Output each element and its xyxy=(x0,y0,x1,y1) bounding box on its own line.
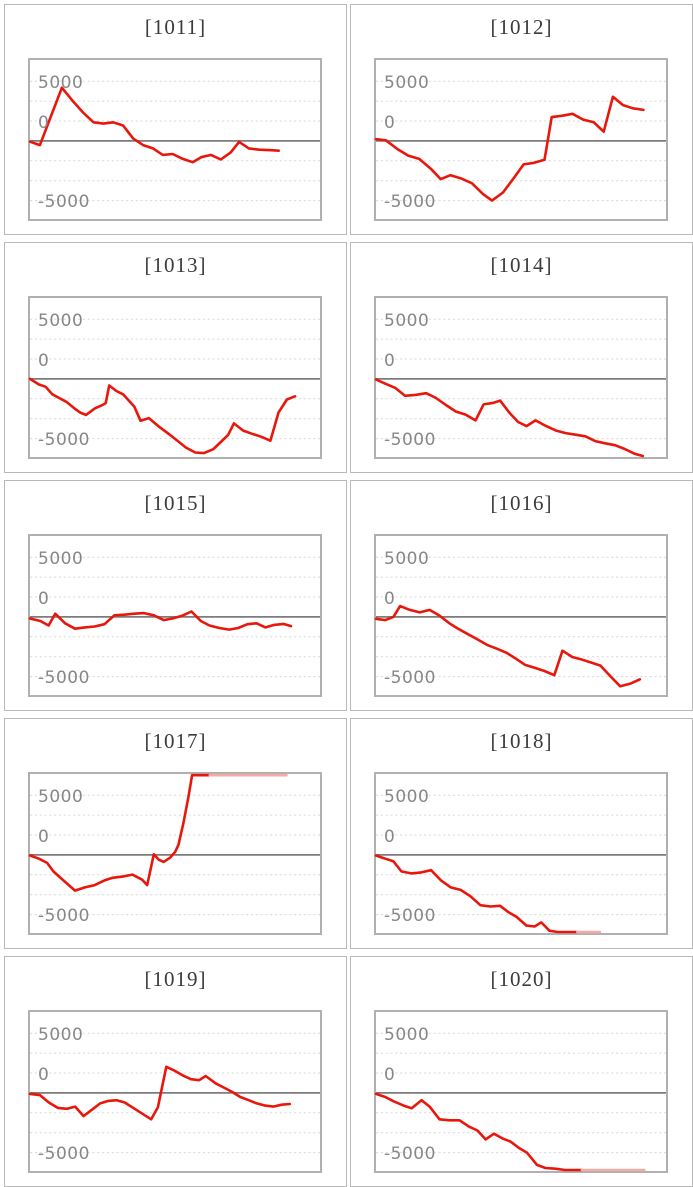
data-line xyxy=(374,1092,584,1172)
chart-title: [1019] xyxy=(144,966,207,991)
chart-title: [1011] xyxy=(144,14,207,39)
data-line xyxy=(28,610,293,631)
data-line xyxy=(374,604,642,688)
chart-title: [1018] xyxy=(490,728,553,753)
chart-card: [1018] 5000 0 -5000 xyxy=(350,718,693,949)
data-line xyxy=(28,773,212,892)
chart-canvas xyxy=(28,80,320,202)
chart-card: [1015] 5000 0 -5000 xyxy=(4,480,347,711)
chart-title: [1013] xyxy=(144,252,207,277)
chart-card: [1014] 5000 0 -5000 xyxy=(350,242,693,473)
plot-area: 5000 0 -5000 xyxy=(374,1010,668,1173)
plot-area: 5000 0 -5000 xyxy=(28,296,322,459)
plot-area: 5000 0 -5000 xyxy=(28,772,322,935)
chart-canvas xyxy=(28,556,320,678)
chart-canvas xyxy=(28,773,320,916)
data-line xyxy=(374,854,579,934)
chart-title: [1015] xyxy=(144,490,207,515)
chart-title: [1020] xyxy=(490,966,553,991)
plot-area: 5000 0 -5000 xyxy=(28,58,322,221)
data-line xyxy=(374,378,645,458)
chart-canvas xyxy=(374,794,666,934)
chart-card: [1017] 5000 0 -5000 xyxy=(4,718,347,949)
chart-card: [1019] 5000 0 -5000 xyxy=(4,956,347,1187)
chart-canvas xyxy=(28,1032,320,1154)
chart-canvas xyxy=(374,318,666,458)
data-line xyxy=(374,95,645,202)
chart-card: [1011] 5000 0 -5000 xyxy=(4,4,347,235)
chart-title: [1016] xyxy=(490,490,553,515)
plot-area: 5000 0 -5000 xyxy=(28,1010,322,1173)
chart-canvas xyxy=(28,318,320,455)
chart-title: [1012] xyxy=(490,14,553,39)
chart-canvas xyxy=(374,80,666,202)
plot-area: 5000 0 -5000 xyxy=(374,296,668,459)
data-line xyxy=(28,1065,292,1121)
chart-canvas xyxy=(374,556,666,688)
chart-card: [1012] 5000 0 -5000 xyxy=(350,4,693,235)
plot-area: 5000 0 -5000 xyxy=(374,772,668,935)
data-line xyxy=(28,86,281,164)
plot-area: 5000 0 -5000 xyxy=(374,534,668,697)
chart-card: [1013] 5000 0 -5000 xyxy=(4,242,347,473)
data-line xyxy=(28,377,297,455)
chart-card: [1016] 5000 0 -5000 xyxy=(350,480,693,711)
chart-card: [1020] 5000 0 -5000 xyxy=(350,956,693,1187)
chart-title: [1017] xyxy=(144,728,207,753)
chart-canvas xyxy=(374,1032,666,1172)
plot-area: 5000 0 -5000 xyxy=(374,58,668,221)
chart-title: [1014] xyxy=(490,252,553,277)
plot-area: 5000 0 -5000 xyxy=(28,534,322,697)
